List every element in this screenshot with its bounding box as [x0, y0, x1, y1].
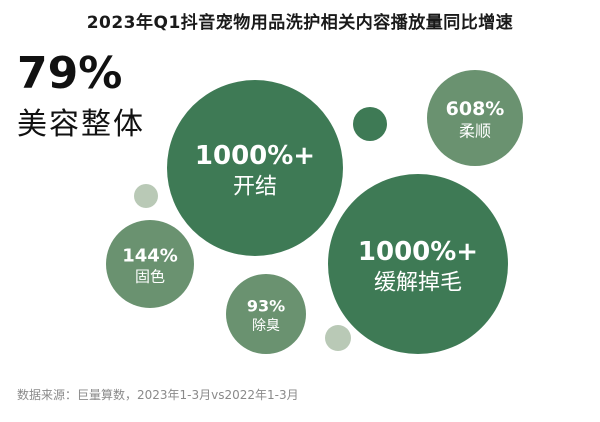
decor-dot-dark [353, 107, 387, 141]
bubble-category-label: 缓解掉毛 [374, 270, 462, 295]
bubble-1 [167, 80, 343, 256]
bubble-category-label: 柔顺 [459, 121, 491, 140]
decor-dot-light-left [134, 184, 158, 208]
bubble-category-label: 开结 [233, 174, 277, 199]
bubble-2 [328, 174, 508, 354]
bubble-value-label: 1000%+ [358, 237, 478, 267]
bubble-5 [226, 274, 306, 354]
bubble-4 [106, 220, 194, 308]
bubble-value-label: 1000%+ [195, 141, 315, 171]
bubble-3 [427, 70, 523, 166]
bubble-category-label: 固色 [135, 267, 165, 285]
bubble-value-label: 144% [122, 245, 178, 266]
headline-value: 79% [17, 48, 123, 99]
bubble-value-label: 608% [446, 98, 505, 120]
chart-title: 2023年Q1抖音宠物用品洗护相关内容播放量同比增速 [86, 13, 514, 33]
source-note: 数据来源：巨量算数，2023年1-3月vs2022年1-3月 [17, 388, 299, 402]
bubble-category-label: 除臭 [252, 318, 280, 334]
decor-dot-light-bottom [325, 325, 351, 351]
bubble-value-label: 93% [247, 297, 285, 316]
headline-label: 美容整体 [17, 107, 145, 142]
